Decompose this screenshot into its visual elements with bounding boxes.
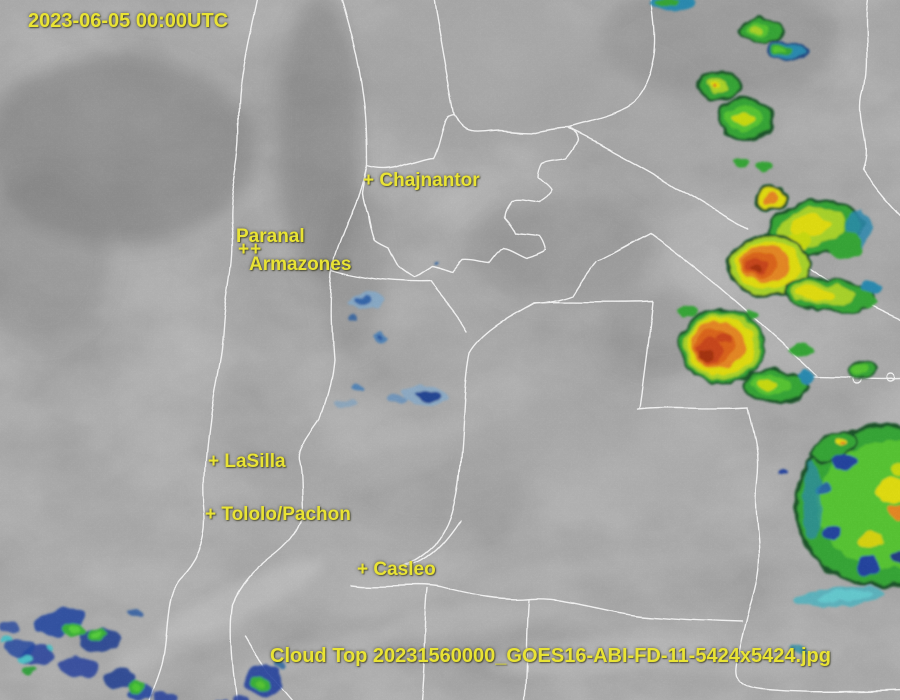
timestamp-label: 2023-06-05 00:00UTC: [28, 10, 229, 32]
observatory-label-lasilla: + LaSilla: [208, 451, 286, 472]
observatory-label-chajnantor: + Chajnantor: [363, 170, 480, 191]
observatory-label-armazones: Armazones: [249, 254, 352, 275]
observatory-markers-paranal-armazones: ++: [238, 239, 263, 260]
observatory-label-tololo-pachon: + Tololo/Pachon: [205, 504, 351, 525]
observatory-label-paranal: Paranal: [236, 226, 305, 247]
image-caption: Cloud Top 20231560000_GOES16-ABI-FD-11-5…: [270, 645, 831, 667]
observatory-label-casleo: + Casleo: [357, 559, 436, 580]
